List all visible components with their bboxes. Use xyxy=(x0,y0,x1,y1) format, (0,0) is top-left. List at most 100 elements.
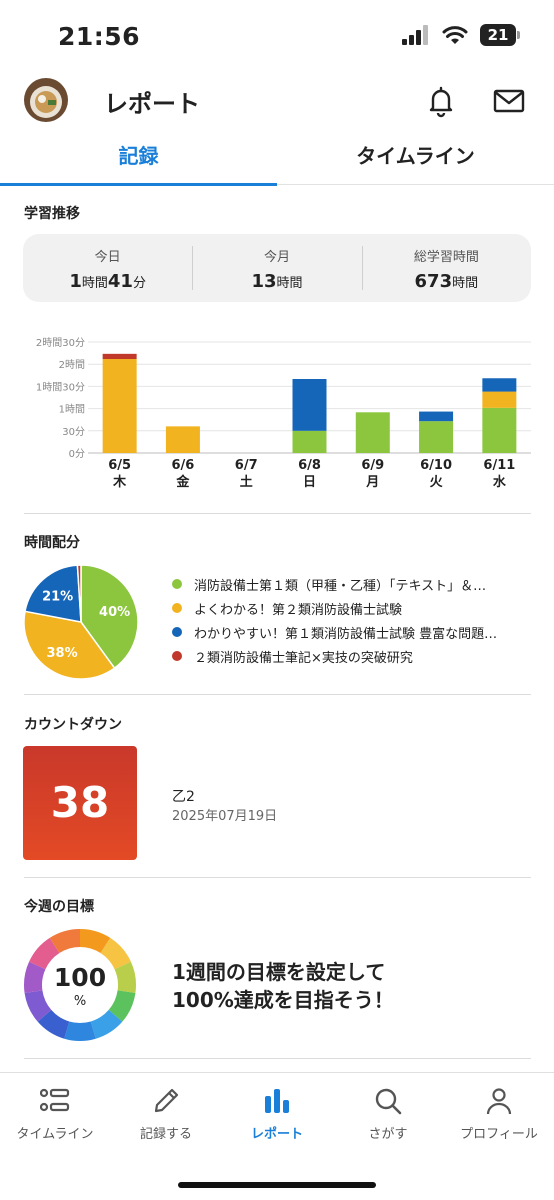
countdown-exam-date: 2025年07月19日 xyxy=(172,809,278,824)
bell-icon[interactable] xyxy=(424,84,458,118)
y-tick-label: 1時間30分 xyxy=(36,381,85,393)
goal-section-title: 今週の目標 xyxy=(24,899,94,915)
nav-search[interactable]: さがす xyxy=(333,1087,443,1142)
goal-ring-segment xyxy=(49,929,80,954)
list-icon xyxy=(40,1088,70,1112)
legend-color-dot xyxy=(172,579,182,589)
bar-segment xyxy=(482,378,517,392)
bar-segment xyxy=(482,391,517,408)
goal-ring-segment xyxy=(108,990,136,1022)
stat-today-value: 1時間41分 xyxy=(69,271,146,292)
y-tick-label: 2時間 xyxy=(59,359,85,371)
nav-timeline-label: タイムライン xyxy=(16,1127,94,1142)
pie-slice xyxy=(76,564,82,623)
goal-percent-unit: % xyxy=(73,994,87,1009)
x-tick-label: 6/9 xyxy=(361,458,384,473)
goal-donut[interactable]: 100 % xyxy=(23,928,137,1042)
x-weekday-label: 月 xyxy=(365,475,379,490)
pie-slice-label: 40% xyxy=(99,605,130,620)
stat-total-value: 673時間 xyxy=(414,271,479,292)
x-weekday-label: 土 xyxy=(240,474,253,490)
goal-ring-segment xyxy=(114,961,136,993)
home-indicator xyxy=(178,1182,376,1188)
battery-icon: 21 xyxy=(480,24,520,46)
y-tick-label: 30分 xyxy=(62,426,85,438)
stat-total: 総学習時間 673時間 xyxy=(361,234,531,302)
nav-record-label: 記録する xyxy=(139,1127,192,1142)
goal-ring-segment xyxy=(24,990,52,1022)
bar-segment xyxy=(355,412,390,453)
x-weekday-label: 金 xyxy=(175,474,190,490)
tab-record[interactable]: 記録 xyxy=(0,135,277,186)
x-weekday-label: 木 xyxy=(112,474,127,490)
app-header: レポート xyxy=(0,70,554,132)
signal-icon xyxy=(402,25,428,45)
bar-segment xyxy=(419,421,454,453)
goal-ring-segment xyxy=(90,1009,123,1039)
legend-item[interactable]: 消防設備士第１類（甲種・乙種）「テキスト」＆… xyxy=(172,572,532,596)
nav-timeline[interactable]: タイムライン xyxy=(0,1087,110,1142)
bar-segment xyxy=(102,359,137,453)
status-time: 21:56 xyxy=(58,22,141,51)
stat-total-label: 総学習時間 xyxy=(413,250,479,265)
bar-segment xyxy=(419,411,454,422)
nav-report[interactable]: レポート xyxy=(222,1087,332,1142)
pie-slice xyxy=(24,564,82,623)
nav-profile-label: プロフィール xyxy=(460,1127,538,1142)
person-icon xyxy=(486,1088,512,1115)
countdown-exam-name: 乙2 xyxy=(172,789,195,805)
divider xyxy=(24,694,531,695)
pencil-icon xyxy=(154,1088,179,1113)
divider xyxy=(24,1058,531,1059)
x-tick-label: 6/5 xyxy=(108,458,131,473)
bottom-navigation: タイムライン 記録する レポート さがす プロフィール xyxy=(0,1072,554,1200)
countdown-days-card[interactable]: 38 xyxy=(23,746,137,860)
nav-record[interactable]: 記録する xyxy=(111,1087,221,1142)
wifi-icon xyxy=(442,26,468,44)
goal-ring-segment xyxy=(64,1021,96,1041)
status-bar: 21:56 21 xyxy=(0,0,554,70)
stat-today: 今日 1時間41分 xyxy=(23,234,192,302)
tab-timeline[interactable]: タイムライン xyxy=(356,144,475,168)
bar-segment xyxy=(482,407,517,453)
legend-color-dot xyxy=(172,603,182,613)
stat-month: 今月 13時間 xyxy=(192,234,361,302)
legend-color-dot xyxy=(172,651,182,661)
mail-icon[interactable] xyxy=(492,84,526,118)
divider xyxy=(24,877,531,878)
progress-section-title: 学習推移 xyxy=(24,206,80,222)
divider xyxy=(24,513,531,514)
pie-slice xyxy=(80,564,139,670)
x-tick-label: 6/8 xyxy=(298,458,321,473)
legend-label: わかりやすい！第１類消防設備士試験 豊富な問題… xyxy=(194,626,498,642)
legend-item[interactable]: ２類消防設備士筆記×実技の突破研究 xyxy=(172,644,532,668)
x-tick-label: 6/7 xyxy=(235,458,258,473)
pie-slice-label: 38% xyxy=(47,646,78,661)
stat-today-label: 今日 xyxy=(94,250,121,265)
x-tick-label: 6/10 xyxy=(420,458,452,473)
bar-segment xyxy=(165,426,200,453)
stat-month-value: 13時間 xyxy=(251,271,303,292)
tab-bar: 記録 タイムライン xyxy=(0,135,554,186)
x-weekday-label: 火 xyxy=(430,475,444,490)
bar-chart-icon xyxy=(265,1089,289,1113)
legend-label: ２類消防設備士筆記×実技の突破研究 xyxy=(194,650,413,666)
study-time-bar-chart: 0分 30分 1時間 1時間30分 2時間 2時間30分 6/5木 6/6金 6/7土 6/8 日 6… xyxy=(36,337,531,490)
avatar[interactable] xyxy=(24,78,68,122)
legend-item[interactable]: よくわかる！第２類消防設備士試験 xyxy=(172,596,532,620)
nav-profile[interactable]: プロフィール xyxy=(444,1087,554,1142)
stats-card: 今日 1時間41分 今月 13時間 総学習時間 673時間 xyxy=(23,234,531,302)
x-weekday-label: 水 xyxy=(493,474,507,490)
x-tick-label: 6/11 xyxy=(483,458,515,473)
legend-item[interactable]: わかりやすい！第１類消防設備士試験 豊富な問題… xyxy=(172,620,532,644)
y-tick-label: 2時間30分 xyxy=(36,337,85,349)
bar-segment xyxy=(292,379,327,431)
nav-search-label: さがす xyxy=(368,1127,408,1142)
distribution-section-title: 時間配分 xyxy=(24,535,80,551)
countdown-section-title: カウントダウン xyxy=(24,717,122,733)
legend-label: 消防設備士第１類（甲種・乙種）「テキスト」＆… xyxy=(194,578,487,594)
goal-ring-segment xyxy=(37,1009,70,1039)
bar-segment xyxy=(292,430,327,453)
goal-message-line-2: 100%達成を目指そう！ xyxy=(172,988,394,1012)
y-tick-label: 1時間 xyxy=(59,404,85,416)
